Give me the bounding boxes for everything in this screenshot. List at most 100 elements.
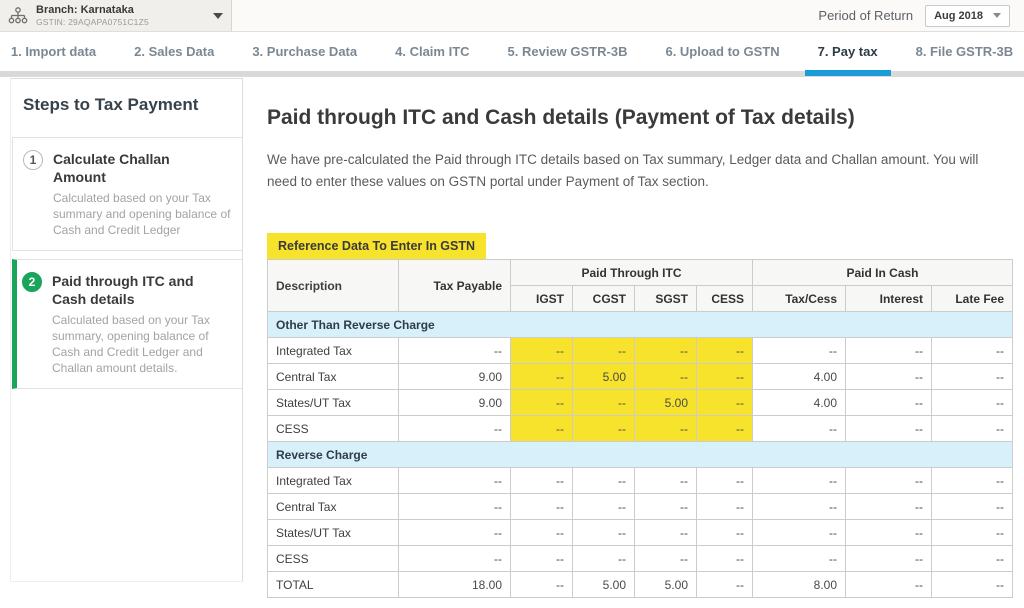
table-cell: -- (753, 494, 846, 520)
step-description: Calculated based on your Tax summary, op… (52, 312, 230, 376)
table-cell: -- (635, 416, 697, 442)
table-cell: -- (753, 546, 846, 572)
table-row-integrated-tax: Integrated Tax---------------- (268, 338, 1013, 364)
table-cell: 4.00 (753, 390, 846, 416)
section-header-other-than-reverse-charge: Other Than Reverse Charge (268, 312, 1013, 338)
table-cell: 5.00 (573, 364, 635, 390)
sidebar-steps-panel: Steps to Tax Payment 1Calculate Challan … (10, 78, 243, 582)
steps-list: 1Calculate Challan AmountCalculated base… (11, 137, 242, 389)
table-row-central-tax: Central Tax9.00--5.00----4.00---- (268, 364, 1013, 390)
tab-2-sales-data[interactable]: 2. Sales Data (134, 44, 214, 59)
step-item-calculate-challan-amount[interactable]: 1Calculate Challan AmountCalculated base… (12, 137, 242, 251)
row-label: Integrated Tax (268, 338, 399, 364)
period-dropdown[interactable]: Aug 2018 (925, 5, 1010, 27)
branch-text: Branch: Karnataka GSTIN: 29AQAPA0751C1Z5 (36, 4, 213, 27)
table-cell: -- (399, 546, 511, 572)
table-cell: -- (573, 468, 635, 494)
table-cell: -- (511, 494, 573, 520)
step-title: Paid through ITC and Cash details (52, 272, 220, 308)
table-cell: -- (697, 520, 753, 546)
payment-of-tax-table: DescriptionTax PayablePaid Through ITCPa… (267, 259, 1013, 598)
table-cell: -- (511, 338, 573, 364)
col-header-cess: CESS (697, 286, 753, 312)
table-row-states-ut-tax: States/UT Tax---------------- (268, 520, 1013, 546)
table-cell: -- (399, 416, 511, 442)
table-cell: -- (846, 520, 932, 546)
tab-3-purchase-data[interactable]: 3. Purchase Data (252, 44, 357, 59)
step-number-badge: 2 (22, 272, 42, 292)
table-cell: -- (846, 468, 932, 494)
table-cell: 9.00 (399, 364, 511, 390)
tab-8-file-gstr-3b[interactable]: 8. File GSTR-3B (916, 44, 1014, 59)
section-header-reverse-charge: Reverse Charge (268, 442, 1013, 468)
table-cell: -- (697, 546, 753, 572)
col-header-description: Description (268, 260, 399, 312)
tab-7-pay-tax[interactable]: 7. Pay tax (818, 44, 878, 59)
table-cell: -- (399, 468, 511, 494)
row-label: Integrated Tax (268, 468, 399, 494)
table-cell: -- (399, 494, 511, 520)
table-cell: -- (932, 468, 1013, 494)
table-cell: -- (573, 416, 635, 442)
table-cell: -- (511, 364, 573, 390)
table-cell: -- (697, 416, 753, 442)
table-cell: -- (511, 572, 573, 598)
table-cell: -- (573, 338, 635, 364)
table-cell: -- (932, 546, 1013, 572)
col-header-cgst: CGST (573, 286, 635, 312)
row-label: States/UT Tax (268, 390, 399, 416)
table-cell: -- (635, 468, 697, 494)
table-cell: -- (846, 546, 932, 572)
tab-6-upload-to-gstn[interactable]: 6. Upload to GSTN (665, 44, 779, 59)
col-header-late-fee: Late Fee (932, 286, 1013, 312)
row-label: States/UT Tax (268, 520, 399, 546)
branch-selector[interactable]: Branch: Karnataka GSTIN: 29AQAPA0751C1Z5 (0, 0, 232, 31)
chevron-down-icon (993, 13, 1001, 18)
table-cell: -- (932, 390, 1013, 416)
col-header-igst: IGST (511, 286, 573, 312)
tab-4-claim-itc[interactable]: 4. Claim ITC (395, 44, 469, 59)
step-number-badge: 1 (23, 150, 43, 170)
table-cell: -- (573, 520, 635, 546)
table-cell: -- (697, 364, 753, 390)
tab-5-review-gstr-3b[interactable]: 5. Review GSTR-3B (508, 44, 628, 59)
workflow-tabs: 1. Import data 2. Sales Data 3. Purchase D… (0, 32, 1024, 71)
table-cell: -- (511, 468, 573, 494)
table-cell: -- (846, 390, 932, 416)
col-header-tax-cess: Tax/Cess (753, 286, 846, 312)
branch-label: Branch: Karnataka (36, 4, 213, 17)
table-row-states-ut-tax: States/UT Tax9.00----5.00--4.00---- (268, 390, 1013, 416)
row-label: Central Tax (268, 494, 399, 520)
table-cell: 5.00 (573, 572, 635, 598)
table-cell: -- (846, 416, 932, 442)
hierarchy-icon (8, 6, 28, 26)
table-cell: -- (573, 390, 635, 416)
table-cell: -- (635, 494, 697, 520)
row-label: Central Tax (268, 364, 399, 390)
table-cell: -- (697, 494, 753, 520)
branch-gstin: GSTIN: 29AQAPA0751C1Z5 (36, 17, 213, 27)
table-cell: 5.00 (635, 572, 697, 598)
period-value: Aug 2018 (934, 10, 983, 22)
table-cell: -- (697, 572, 753, 598)
table-cell: -- (399, 338, 511, 364)
table-cell: -- (846, 338, 932, 364)
table-cell: -- (511, 546, 573, 572)
page-description: We have pre-calculated the Paid through … (267, 149, 999, 193)
table-row-total: TOTAL18.00--5.005.00--8.00---- (268, 572, 1013, 598)
table-cell: 9.00 (399, 390, 511, 416)
table-cell: -- (753, 416, 846, 442)
table-cell: -- (511, 520, 573, 546)
table-cell: 18.00 (399, 572, 511, 598)
row-label: TOTAL (268, 572, 399, 598)
tab-1-import-data[interactable]: 1. Import data (11, 44, 96, 59)
page-title: Paid through ITC and Cash details (Payme… (267, 106, 1017, 130)
col-header-paid-through-itc: Paid Through ITC (511, 260, 753, 286)
col-header-paid-in-cash: Paid In Cash (753, 260, 1013, 286)
reference-badge: Reference Data To Enter In GSTN (267, 233, 486, 259)
step-item-paid-through-itc-and-cash-details[interactable]: 2 Paid through ITC and Cash details Calcul… (12, 259, 242, 389)
app-window: Branch: Karnataka GSTIN: 29AQAPA0751C1Z5… (0, 0, 1024, 608)
table-cell: -- (635, 520, 697, 546)
table-cell: -- (511, 390, 573, 416)
table-cell: -- (511, 416, 573, 442)
